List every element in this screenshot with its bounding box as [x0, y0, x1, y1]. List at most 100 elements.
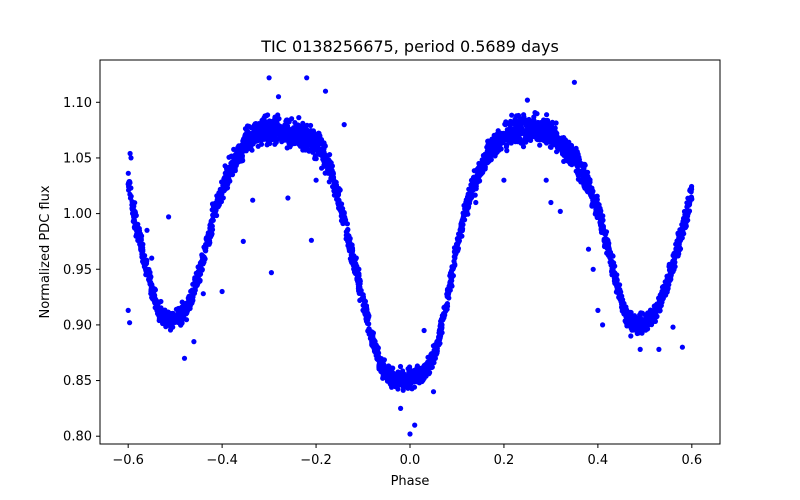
- data-point: [464, 196, 471, 202]
- data-point: [353, 255, 359, 261]
- data-point: [473, 199, 479, 206]
- data-point: [662, 279, 668, 285]
- data-point: [136, 225, 142, 232]
- data-point: [446, 295, 452, 301]
- data-point: [385, 367, 391, 373]
- data-point: [516, 119, 522, 125]
- data-point: [261, 115, 267, 121]
- data-point: [191, 339, 197, 345]
- data-point: [530, 126, 536, 132]
- data-point: [171, 319, 177, 325]
- data-point: [377, 358, 383, 364]
- data-point: [302, 147, 308, 153]
- data-point: [453, 251, 459, 257]
- data-point: [341, 122, 347, 128]
- data-point: [347, 236, 353, 242]
- data-point: [166, 214, 172, 220]
- data-point: [414, 365, 420, 371]
- data-point: [619, 304, 625, 310]
- data-point: [516, 134, 522, 140]
- data-point: [141, 261, 147, 267]
- data-point: [229, 153, 235, 159]
- data-point: [590, 266, 596, 272]
- data-point: [537, 142, 543, 148]
- x-tick-label: 0.0: [400, 453, 421, 468]
- chart-title: TIC 0138256675, period 0.5689 days: [260, 37, 559, 56]
- data-point: [210, 212, 216, 218]
- data-point: [592, 211, 598, 217]
- data-point: [477, 166, 484, 172]
- data-point: [656, 346, 662, 352]
- data-point: [331, 181, 337, 187]
- data-point: [270, 126, 276, 133]
- data-point: [501, 177, 507, 183]
- data-point: [288, 126, 294, 132]
- data-point: [486, 157, 492, 163]
- data-point: [304, 75, 310, 81]
- data-point: [613, 278, 619, 285]
- data-point: [242, 140, 248, 146]
- y-tick-label: 0.95: [63, 263, 92, 278]
- data-point: [336, 197, 342, 203]
- data-point: [623, 308, 629, 314]
- data-point: [677, 231, 683, 237]
- data-point: [207, 225, 213, 231]
- data-point: [277, 130, 283, 136]
- data-point: [354, 269, 360, 275]
- data-point: [346, 245, 352, 251]
- data-point: [337, 187, 343, 193]
- data-point: [263, 132, 269, 138]
- data-point: [217, 189, 223, 195]
- data-point: [147, 272, 153, 278]
- x-tick-label: 0.4: [588, 453, 609, 468]
- data-point: [557, 208, 563, 214]
- data-point: [197, 271, 204, 277]
- data-point: [315, 147, 321, 153]
- data-point: [520, 114, 527, 120]
- data-point: [443, 304, 449, 310]
- data-point: [485, 138, 492, 144]
- data-point: [504, 148, 510, 154]
- x-tick-label: −0.4: [206, 453, 238, 468]
- data-point: [630, 315, 636, 321]
- data-point: [356, 273, 362, 279]
- data-point: [609, 272, 615, 278]
- data-point: [509, 112, 515, 118]
- data-point: [674, 249, 681, 255]
- data-point: [436, 328, 442, 334]
- data-point: [127, 320, 133, 326]
- data-point: [343, 229, 349, 235]
- data-point: [654, 307, 660, 313]
- data-point: [199, 266, 205, 273]
- data-point: [305, 129, 311, 135]
- data-point: [494, 149, 500, 155]
- data-point: [548, 137, 554, 143]
- data-point: [373, 351, 379, 357]
- data-point: [179, 306, 185, 312]
- data-point: [422, 370, 428, 376]
- data-point: [344, 221, 350, 227]
- data-point: [322, 170, 328, 176]
- data-point: [589, 190, 595, 196]
- data-point: [131, 209, 137, 215]
- data-point: [129, 199, 135, 205]
- data-point: [420, 377, 426, 383]
- data-point: [537, 136, 543, 142]
- data-point: [600, 322, 606, 328]
- data-point: [473, 186, 479, 192]
- data-point: [465, 211, 471, 217]
- data-point: [512, 137, 518, 143]
- data-point: [274, 136, 280, 143]
- data-point: [662, 284, 668, 290]
- data-point: [685, 211, 691, 217]
- data-point: [276, 116, 282, 122]
- data-point: [349, 254, 355, 260]
- data-point: [407, 431, 413, 437]
- data-point: [604, 241, 610, 247]
- data-point: [490, 152, 496, 158]
- data-point: [289, 116, 295, 122]
- y-tick-label: 0.90: [63, 318, 92, 333]
- data-point: [494, 131, 500, 137]
- data-point: [531, 117, 537, 123]
